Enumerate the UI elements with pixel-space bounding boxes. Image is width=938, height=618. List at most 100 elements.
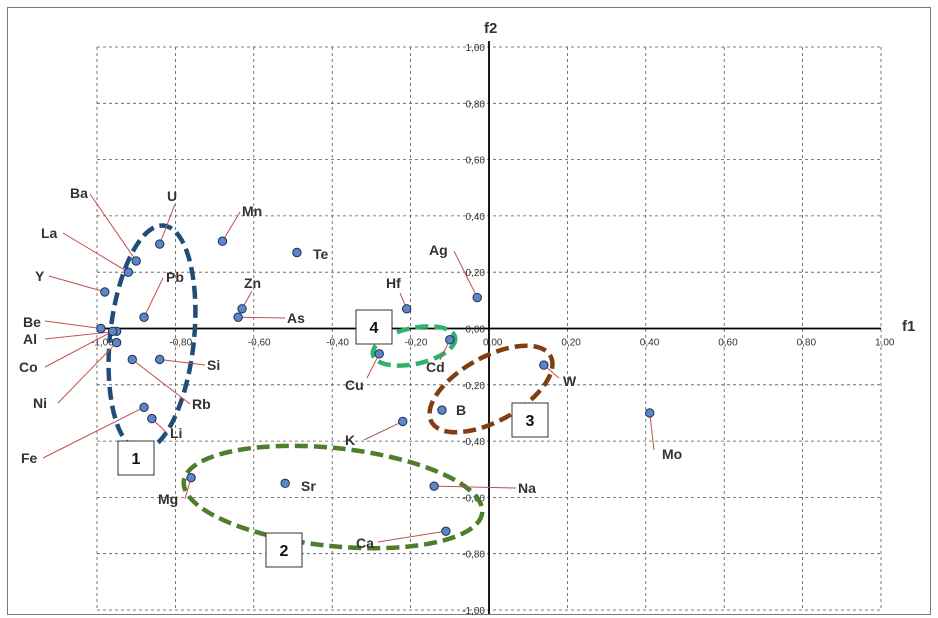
x-tick-label: -0,20 [405,338,428,349]
point-label: Be [23,314,41,330]
leader-line [62,232,129,273]
x-tick-label: 0,40 [640,338,660,349]
leader-line [453,250,478,298]
data-point [429,481,439,491]
point-label: Al [23,331,37,347]
data-point [217,236,228,246]
leader-line [44,330,113,368]
x-tick-label: 1,00 [875,338,895,349]
point-label: Ca [356,535,374,551]
leader-line [159,358,206,366]
point-label: U [167,188,177,204]
cluster-number-1: 1 [132,451,141,468]
data-point [472,292,482,303]
point-label: Si [207,357,220,373]
cluster-number-3: 3 [526,413,535,430]
leader-line [143,277,164,318]
point-label: Na [518,480,536,496]
leader-line [57,342,117,404]
x-tick-label: 0,00 [483,338,503,349]
leader-line [222,211,241,242]
point-label: Rb [192,396,211,412]
data-point [437,405,447,415]
y-tick-label: 0,00 [466,325,486,336]
y-axis-title: f2 [484,20,497,37]
point-label: Cd [426,359,445,375]
cluster-number-2: 2 [280,543,289,560]
cluster-ellipse-2 [181,443,485,551]
data-point [186,472,196,483]
data-point [111,337,122,348]
data-point [155,239,165,249]
cluster-box-1 [117,440,155,476]
data-point [123,267,134,277]
y-tick-label: -0,20 [462,381,485,392]
point-label: Pb [166,269,184,285]
data-point [107,326,118,337]
x-tick-label: -0,80 [169,338,192,349]
x-tick-label: -1,00 [91,338,114,349]
data-point [155,354,165,365]
x-tick-label: 0,80 [797,338,817,349]
label-leaders [42,193,655,543]
data-point [645,408,655,418]
data-point [131,256,141,266]
leader-line [89,193,137,262]
x-tick-label: 0,60 [718,338,738,349]
data-point [147,413,157,424]
data-point [539,360,549,370]
data-point [398,416,408,427]
data-point [139,312,149,322]
point-label: Li [170,425,182,441]
cluster-ellipse-4 [370,324,458,368]
data-point [374,349,384,359]
point-label: Y [35,268,45,284]
data-point [441,526,451,536]
point-label: La [41,225,58,241]
cluster-box-4 [355,309,393,345]
y-tick-label: 0,60 [466,156,486,167]
y-tick-label: 0,20 [466,268,486,279]
y-tick-label: 0,80 [466,99,486,110]
point-label: As [287,310,305,326]
leader-line [42,406,145,459]
point-label: Hf [386,275,401,291]
data-point [445,335,455,345]
cluster-number-4: 4 [370,320,379,337]
leader-line [131,359,191,405]
point-label: Zn [244,275,261,291]
point-label: Sr [301,478,316,494]
leader-line [434,485,517,489]
leader-line [377,530,446,543]
point-label: Ni [33,395,47,411]
leader-line [363,420,403,441]
cluster-labels: 1 2 3 4 [117,309,549,568]
leader-line [238,316,286,319]
point-label: Fe [21,450,38,466]
chart-frame [7,7,931,615]
point-label: Ba [70,185,88,201]
leader-line [159,203,176,245]
data-point [280,478,290,489]
cluster-ellipse-3 [427,343,555,435]
data-point [237,304,247,314]
y-tick-label: -0,40 [462,437,485,448]
point-label: Mo [662,446,682,462]
cluster-box-3 [511,402,549,438]
y-tick-label: 1,00 [466,43,486,54]
point-label: K [345,432,355,448]
point-label: B [456,402,466,418]
axes: -1,00 -0,80 -0,60 -0,40 -0,20 0,00 0,20 0,40 0,6… [91,41,895,617]
data-point [96,323,106,334]
data-points [96,236,655,536]
x-tick-label: -0,60 [248,338,271,349]
leader-line [44,320,101,329]
data-point [139,402,149,413]
data-point [401,304,412,314]
point-label: Co [19,359,38,375]
cluster-box-2 [265,532,303,568]
y-tick-label: -1,00 [462,606,485,617]
data-point [233,312,243,322]
